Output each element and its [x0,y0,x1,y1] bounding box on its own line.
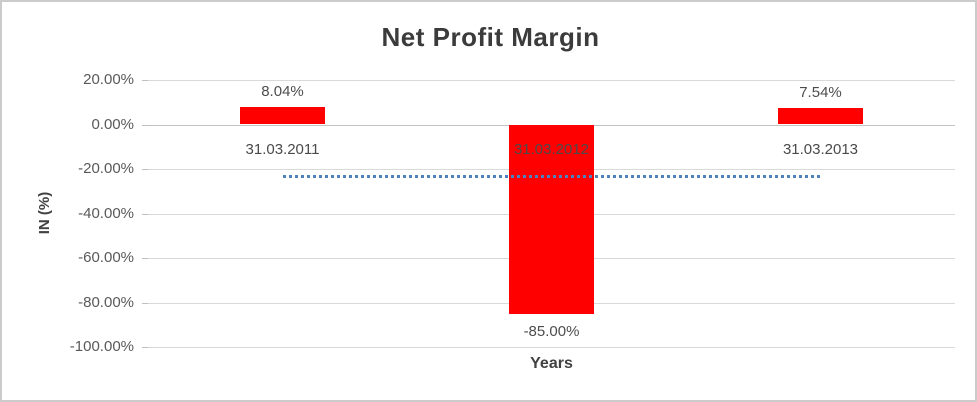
bar-31.03.2012 [509,124,594,314]
category-axis-label: 31.03.2011 [245,140,320,158]
chart-title: Net Profit Margin [381,22,600,52]
y-tick-label: 20.00% [83,71,134,88]
y-tick-mark [142,169,148,170]
y-tick-label: -60.00% [78,249,134,266]
y-tick-mark [142,213,148,215]
y-tick-label: -100.00% [69,338,134,355]
y-tick-label: 0.00% [91,115,134,133]
category-axis-label: 31.03.2013 [782,140,859,158]
x-axis-title: Years [530,355,573,372]
bar-31.03.2013 [778,107,863,125]
data-label: 8.04% [261,82,304,100]
gridline [148,347,955,348]
gridline [148,80,955,81]
y-tick-mark [142,124,148,126]
y-tick-mark [142,302,148,304]
y-tick-label: -20.00% [78,160,134,177]
y-tick-mark [142,258,148,259]
y-tick-label: -80.00% [78,293,134,311]
y-tick-label: -40.00% [78,204,134,222]
data-label: -85.00% [523,322,580,340]
y-tick-mark [142,347,148,348]
trendline-dotted [282,175,821,179]
data-label: 7.54% [799,83,842,101]
category-axis-label: 31.03.2012 [513,140,590,158]
bar-31.03.2011 [240,106,325,125]
y-tick-mark [142,80,148,81]
